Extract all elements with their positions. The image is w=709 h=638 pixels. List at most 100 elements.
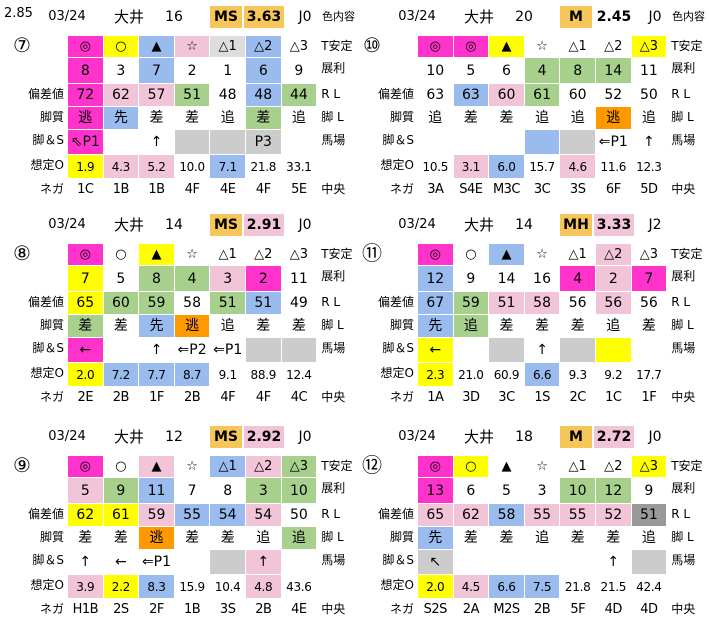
table-cell: 差 (281, 315, 318, 338)
table-cell: 4.5 (453, 575, 490, 599)
table-cell: 4D (596, 599, 632, 621)
table-cell: 5 (68, 478, 104, 504)
table-cell: 追 (281, 107, 318, 130)
table-cell: M2S (489, 599, 525, 621)
table-cell: 追 (418, 107, 454, 130)
race-header: 03/24 大井 12 MS 2.92 J0 (4, 424, 354, 450)
race-date: 03/24 (398, 9, 436, 24)
row-label: 偏差値 (27, 295, 64, 309)
table-cell: 14 (489, 266, 525, 292)
table-cell: 21.8 (246, 155, 282, 179)
table-cell: 差 (560, 527, 596, 550)
table-cell: ◎ (68, 36, 104, 58)
table-cell: ○ (103, 36, 140, 58)
table-cell: 56 (596, 292, 632, 315)
row-label: 想定O (30, 158, 64, 172)
table-cell: 8 (210, 478, 246, 504)
race-header: 03/24 大井 20 M 2.45 J0 色内容 (354, 4, 705, 30)
table-cell: 6 (246, 58, 282, 84)
table-cell: ⇐P2 (174, 338, 211, 363)
race-date: 03/24 (398, 429, 436, 444)
table-cell: △2 (596, 456, 632, 478)
row-label-right: R L (321, 295, 341, 309)
table-cell: 9 (281, 58, 318, 84)
table-cell: △2 (246, 36, 282, 58)
table-cell: 差 (174, 107, 211, 130)
table-cell: ▲ (489, 456, 525, 478)
table-cell (281, 130, 318, 155)
table-cell: 63 (453, 84, 490, 107)
table-cell: 追 (596, 315, 632, 338)
table-cell: 6 (453, 478, 490, 504)
row-label: 脚＆S (32, 341, 64, 355)
row-label-right: T安定 (321, 247, 353, 261)
table-cell: △3 (631, 244, 668, 266)
table-cell: 88.9 (246, 363, 282, 387)
table-cell: 差 (103, 315, 140, 338)
table-cell: 9.2 (596, 363, 632, 387)
table-cell: 逃 (68, 107, 104, 130)
race-venue: 大井 (463, 216, 494, 234)
table-cell: 4E (210, 179, 246, 201)
table-cell: 60 (489, 84, 525, 107)
table-cell: △2 (246, 456, 282, 478)
table-cell: 2A (453, 599, 490, 621)
table-cell: 先 (418, 315, 454, 338)
table-cell: ▲ (139, 456, 175, 478)
race-grade-badge: MS (210, 6, 242, 28)
table-cell (560, 130, 596, 155)
row-label: 脚質 (39, 318, 64, 332)
table-cell: 差 (246, 107, 282, 130)
table-cell: 5E (281, 179, 318, 201)
table-cell: 4.3 (103, 155, 140, 179)
table-cell: ☆ (174, 36, 211, 58)
row-label-right: 展利 (671, 481, 696, 495)
table-cell (524, 550, 561, 575)
table-cell: 1B (139, 179, 175, 201)
table-cell (453, 130, 490, 155)
race-date: 03/24 (48, 429, 86, 444)
table-cell: ▲ (489, 244, 525, 266)
table-cell: 2E (68, 387, 104, 409)
row-label-right: 中央 (671, 390, 696, 404)
row-label-right: R L (671, 507, 691, 521)
row-label-right: T安定 (321, 39, 353, 53)
race-number: ⑫ (362, 453, 382, 477)
row-label: 偏差値 (377, 507, 414, 521)
table-cell: 6.0 (489, 155, 525, 179)
table-cell (453, 338, 490, 363)
race-date: 03/24 (48, 9, 86, 24)
table-cell: 5F (560, 599, 596, 621)
table-cell: 4F (246, 387, 282, 409)
table-cell: 追 (631, 527, 668, 550)
table-cell: 差 (489, 315, 525, 338)
table-cell: 65 (68, 292, 104, 315)
race-rating-badge: 2.91 (244, 214, 284, 236)
table-cell: 7 (68, 266, 104, 292)
race-rating-badge: 2.45 (594, 6, 634, 28)
table-cell: 6F (596, 179, 632, 201)
table-cell: ◎ (418, 36, 454, 58)
table-cell: 4D (631, 599, 668, 621)
table-cell: 12 (596, 478, 632, 504)
table-cell: 差 (139, 107, 175, 130)
race-header: 03/24 大井 14 MS 2.91 J0 (4, 212, 354, 238)
table-cell: △3 (281, 456, 318, 478)
race-number: ⑦ (13, 33, 31, 57)
table-cell: 5 (453, 58, 490, 84)
table-cell: 55 (560, 504, 596, 527)
table-cell: 56 (631, 292, 668, 315)
table-cell: 61 (103, 504, 140, 527)
table-cell: 52 (596, 84, 632, 107)
table-cell: 3D (453, 387, 490, 409)
table-cell: 16 (524, 266, 561, 292)
table-cell: 7.2 (103, 363, 140, 387)
table-cell: 12 (418, 266, 454, 292)
table-cell: 59 (139, 504, 175, 527)
table-cell (631, 338, 668, 363)
row-label-right: 展利 (321, 61, 346, 75)
runner-count: 20 (515, 9, 533, 25)
table-cell: 1B (174, 599, 211, 621)
row-label-right: T安定 (671, 247, 703, 261)
table-cell: 逃 (596, 107, 632, 130)
